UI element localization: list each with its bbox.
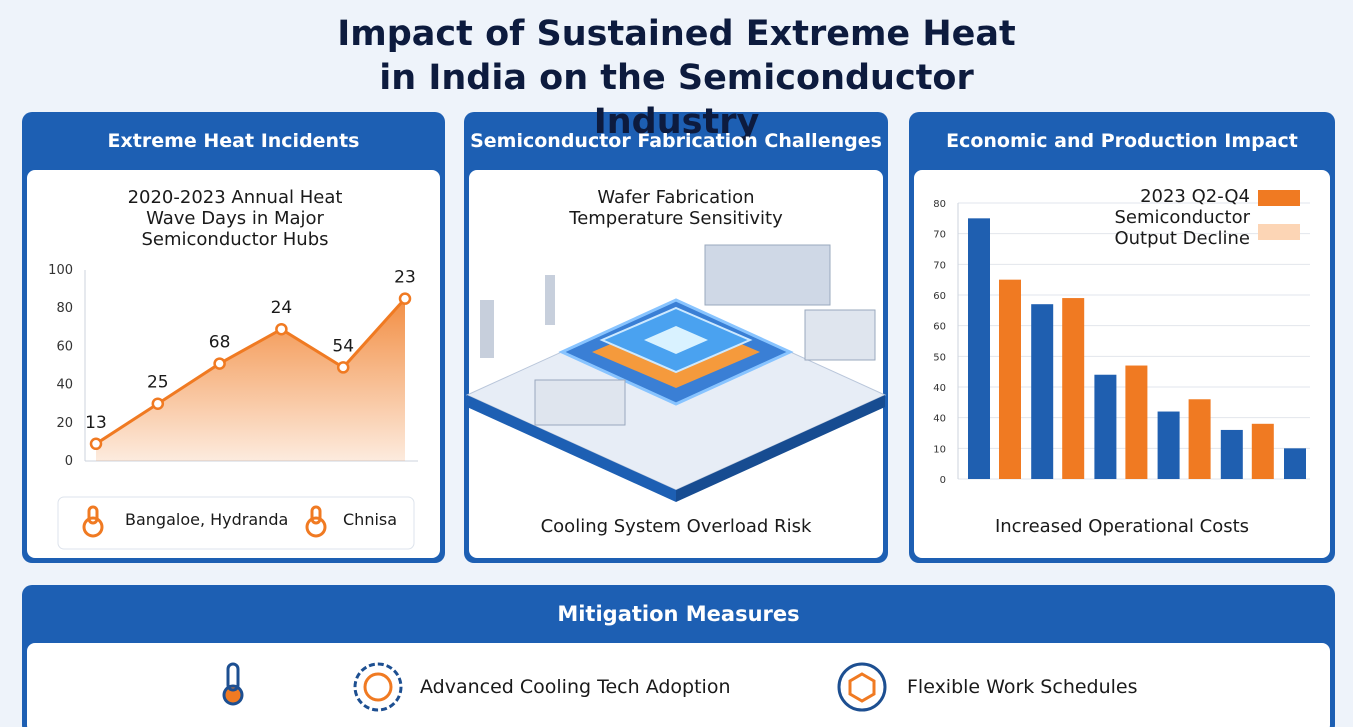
y-tick-label: 40	[933, 414, 946, 425]
caption: Increased Operational Costs	[994, 516, 1250, 537]
icon	[848, 672, 876, 703]
y-tick-label: 80	[933, 199, 946, 210]
bar	[1094, 374, 1117, 479]
point	[398, 292, 412, 305]
fab-illustration	[465, 244, 887, 502]
title-text: Impact of Sustained Extreme Heat in Indi…	[337, 14, 1016, 142]
y-tick-label: 60	[933, 291, 946, 302]
panel-body	[27, 643, 1330, 727]
building	[804, 309, 876, 361]
annotation: 23	[394, 268, 416, 288]
caption: Wafer Fabrication Temperature Sensitivit…	[569, 187, 783, 229]
y-tick-label: 0	[65, 454, 73, 469]
title: Impact of Sustained Extreme Heat in Indi…	[0, 12, 1353, 144]
bar	[1125, 365, 1148, 479]
icon	[837, 662, 887, 712]
bar	[1251, 423, 1274, 479]
tower	[480, 300, 494, 358]
icon	[82, 516, 104, 538]
panel-heading: Extreme Heat Incidents	[107, 130, 360, 152]
y-tick-label: 100	[48, 263, 73, 278]
y-tick-label: 40	[933, 383, 946, 394]
panel-heading: Mitigation Measures	[557, 602, 800, 626]
bar	[968, 218, 990, 480]
legend-label: Chnisa	[343, 510, 398, 529]
bar	[1188, 399, 1211, 479]
caption: Cooling System Overload Risk	[540, 516, 812, 537]
y-tick-label: 40	[56, 378, 73, 393]
building	[704, 244, 831, 306]
point	[213, 357, 226, 370]
point	[151, 397, 165, 410]
y-tick-label: 20	[56, 416, 73, 431]
icon	[353, 662, 403, 712]
annotation: 24	[271, 298, 293, 318]
legend-swatch	[1258, 190, 1300, 206]
annotation: 54	[332, 336, 354, 356]
y-tick-label: 70	[933, 260, 946, 271]
area	[96, 298, 405, 461]
bar	[1157, 411, 1180, 479]
legend-label: Bangaloe, Hydranda	[125, 510, 289, 529]
mitigation-item: Advanced Cooling Tech Adoption	[420, 676, 731, 698]
y-tick-label: 10	[933, 444, 946, 455]
chart-title: 2023 Q2-Q4 Semiconductor Output Decline	[1114, 186, 1250, 249]
icon	[310, 505, 322, 525]
point	[89, 437, 103, 451]
bar	[1031, 304, 1054, 479]
annotation: 13	[85, 413, 107, 433]
bar	[1062, 298, 1085, 479]
bar	[1220, 429, 1243, 479]
chip-core	[644, 326, 708, 354]
y-tick-label: 70	[933, 230, 946, 241]
y-tick-label: 0	[940, 475, 946, 486]
icon	[226, 662, 240, 692]
point	[275, 322, 288, 336]
platform-side	[467, 395, 676, 502]
platform-side	[676, 395, 885, 502]
bar	[999, 279, 1021, 479]
annotation: 68	[209, 333, 231, 353]
annotation: 25	[147, 373, 169, 393]
mitigation-item: Flexible Work Schedules	[907, 676, 1138, 698]
y-tick-label: 50	[933, 352, 946, 363]
tower	[545, 275, 555, 325]
charts: 0 20 40 60 80 100 13 25 68 24 54 23 0 10 40 40 50 60 60 70 7…	[48, 190, 1310, 486]
chart-title: 2020-2023 Annual Heat Wave Days in Major…	[127, 187, 343, 250]
y-tick-label: 60	[56, 339, 73, 354]
icon	[87, 505, 99, 525]
panel-heading: Semiconductor Fabrication Challenges	[470, 130, 882, 152]
line	[95, 297, 407, 446]
point	[336, 361, 350, 374]
y-tick-label: 80	[56, 301, 73, 316]
y-tick-label: 60	[933, 322, 946, 333]
icon	[222, 684, 244, 706]
panel-heading: Economic and Production Impact	[946, 130, 1298, 152]
icon	[363, 672, 393, 702]
building	[534, 379, 626, 426]
legend-swatch	[1258, 224, 1300, 240]
bar	[1284, 448, 1306, 479]
thermometer-icons	[82, 505, 887, 712]
icon	[305, 516, 327, 538]
legend-box	[57, 496, 415, 550]
